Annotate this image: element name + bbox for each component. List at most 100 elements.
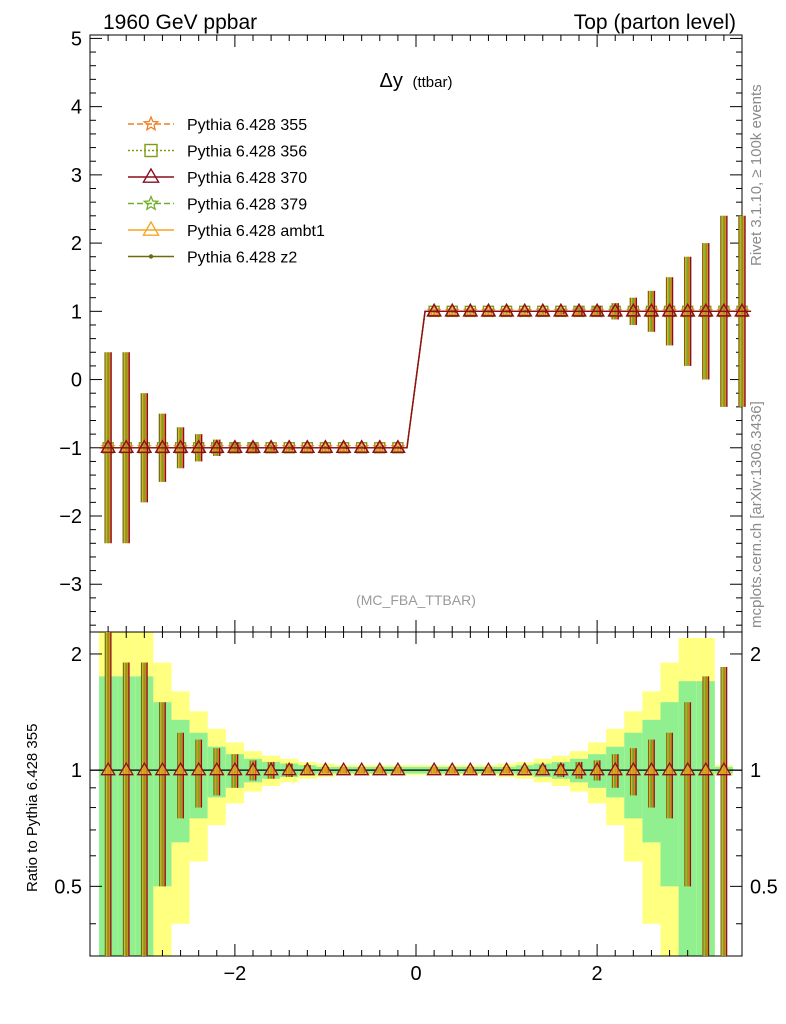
rivet-label: Rivet 3.1.10, ≥ 100k events	[748, 84, 765, 266]
data-point	[589, 302, 605, 317]
data-point	[300, 440, 315, 454]
data-point	[208, 439, 225, 454]
data-point	[534, 302, 551, 317]
ratio-tick-label-left: 2	[71, 644, 82, 666]
data-point	[716, 302, 732, 317]
legend-marker	[142, 194, 160, 211]
data-point	[136, 439, 153, 454]
legend-label: Pythia 6.428 ambt1	[187, 223, 325, 240]
header-left: 1960 GeV ppbar	[103, 11, 257, 34]
ratio-tick-label-right: 2	[750, 644, 761, 666]
y-tick-label: 5	[71, 28, 82, 50]
data-point	[155, 440, 170, 454]
mcplots-label: mcplots.cern.ch [arXiv:1306.3436]	[748, 401, 765, 628]
ratio-point	[661, 761, 678, 776]
x-tick-label: −2	[223, 963, 246, 985]
ratio-point	[480, 761, 497, 776]
ratio-point	[571, 761, 587, 776]
data-point	[445, 303, 460, 318]
data-point	[553, 302, 569, 317]
ratio-point	[426, 761, 442, 776]
data-point	[354, 440, 369, 454]
ratio-point	[462, 761, 479, 776]
axis-frames: −3 −2 −1 0 1 2 3 4 5 −2 0 2 0.5 0.5 1 1 2 2	[54, 28, 778, 985]
data-point	[625, 302, 642, 317]
ratio-point	[209, 761, 225, 776]
y-tick-label: −3	[59, 574, 82, 596]
data-point	[209, 440, 225, 454]
y-tick-label: 0	[71, 370, 82, 392]
data-point	[463, 303, 478, 318]
ratio-point	[353, 761, 370, 776]
data-point	[662, 303, 677, 318]
data-point	[372, 440, 388, 454]
data-point	[462, 302, 479, 317]
data-point	[608, 303, 623, 318]
legend-marker	[142, 115, 160, 132]
ratio-point	[190, 761, 207, 776]
data-point	[263, 439, 279, 454]
ratio-point	[317, 761, 334, 776]
data-point	[118, 440, 134, 454]
plot-title: Δy (ttbar)	[380, 70, 453, 92]
plot-title-main: Δy	[380, 70, 403, 92]
ratio-point	[607, 761, 623, 776]
legend-marker	[142, 220, 160, 236]
data-point	[317, 439, 334, 454]
legend-label: Pythia 6.428 356	[187, 144, 307, 161]
data-point	[191, 440, 206, 454]
ratio-point	[589, 761, 605, 776]
series-line	[99, 310, 752, 449]
data-point	[535, 303, 550, 318]
ratio-point	[263, 761, 279, 776]
y-tick-label: 4	[71, 97, 82, 119]
legend-label: Pythia 6.428 z2	[187, 250, 297, 267]
ratio-point	[299, 761, 316, 776]
data-point	[571, 303, 587, 318]
data-series	[99, 215, 752, 956]
ratio-point	[372, 761, 388, 776]
data-point	[734, 303, 750, 318]
data-point	[734, 302, 750, 317]
ratio-point	[444, 761, 460, 776]
ratio-point	[698, 761, 714, 776]
data-point	[643, 302, 660, 317]
ratio-point	[625, 761, 642, 776]
ratio-point	[643, 761, 660, 776]
ratio-point	[553, 761, 569, 776]
ratio-point	[100, 761, 116, 776]
data-point	[118, 439, 135, 454]
ratio-point	[227, 761, 243, 776]
y-tick-label: 2	[71, 233, 82, 255]
ratio-point	[281, 761, 297, 776]
data-point	[716, 303, 732, 318]
legend-label: Pythia 6.428 379	[187, 197, 307, 214]
data-point	[137, 440, 152, 454]
data-point	[299, 439, 316, 454]
data-point	[100, 440, 116, 454]
ratio-tick-label-right: 1	[750, 760, 761, 782]
data-point	[607, 302, 624, 317]
data-point	[371, 439, 388, 454]
ratio-point	[716, 761, 732, 776]
ratio-tick-label-right: 0.5	[750, 876, 778, 898]
ratio-tick-label-left: 1	[71, 760, 82, 782]
data-point	[335, 439, 352, 454]
y-tick-label: −2	[59, 506, 82, 528]
data-point	[553, 303, 569, 318]
data-point	[190, 439, 207, 454]
legend-marker	[148, 254, 154, 259]
ratio-point	[172, 761, 189, 776]
ratio-point	[535, 761, 551, 776]
ratio-point	[679, 761, 696, 776]
data-point	[353, 439, 370, 454]
ratio-point	[136, 761, 153, 776]
data-point	[679, 302, 696, 317]
y-tick-label: 1	[71, 301, 82, 323]
watermark: (MC_FBA_TTBAR)	[356, 592, 476, 608]
data-point	[281, 439, 298, 454]
ratio-point	[245, 761, 261, 776]
data-point	[154, 439, 171, 454]
data-point	[426, 302, 442, 317]
